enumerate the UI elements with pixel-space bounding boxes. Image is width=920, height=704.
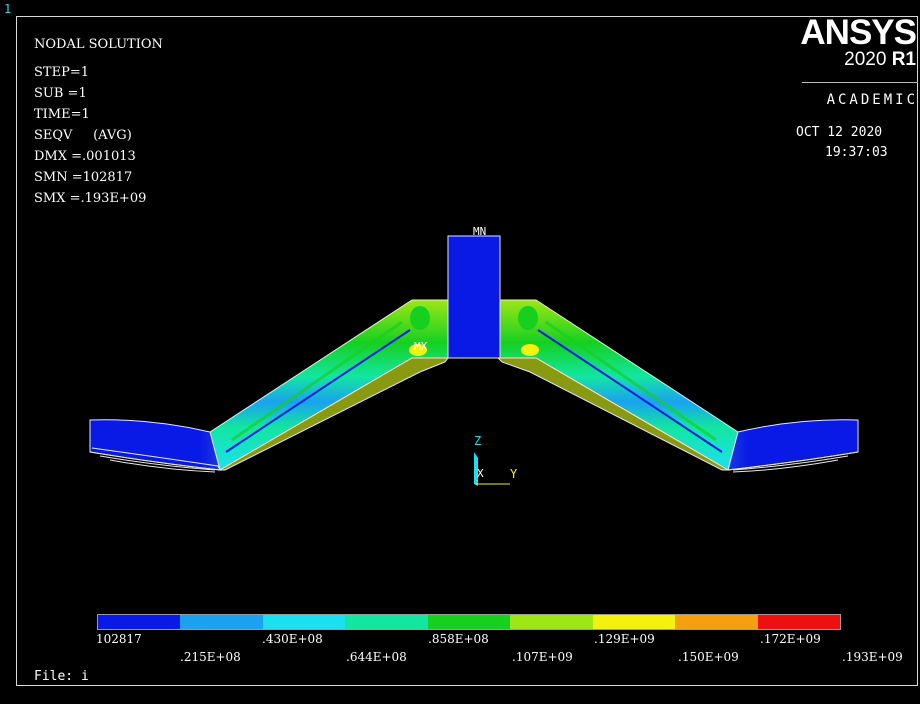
legend-swatch-2 — [262, 615, 346, 629]
legend-swatch-8 — [757, 615, 840, 629]
plot-border — [16, 16, 918, 686]
triad-y-label: Y — [510, 467, 518, 481]
info-time: TIME=1 — [34, 107, 90, 122]
legend-tick-bottom-3: .150E+09 — [678, 650, 739, 664]
legend-tick-bottom-0: .215E+08 — [180, 650, 241, 664]
brand-version: 2020 R1 — [796, 50, 916, 70]
center-hub — [447, 235, 501, 359]
legend-swatch-0 — [98, 615, 181, 629]
legend-tick-bottom-1: .644E+08 — [346, 650, 407, 664]
legend-swatch-3 — [345, 615, 428, 629]
window-number: 1 — [4, 2, 12, 16]
left-foot-pad — [89, 419, 221, 473]
legend-swatch-4 — [427, 615, 511, 629]
info-sub: SUB =1 — [34, 86, 87, 101]
max-label: MX — [414, 340, 428, 353]
legend-tick-top-3: .129E+09 — [594, 632, 655, 646]
info-smx: SMX =.193E+09 — [34, 191, 147, 206]
legend-swatch-6 — [592, 615, 676, 629]
legend-tick-top-4: .172E+09 — [760, 632, 821, 646]
file-label: File: i — [34, 669, 89, 684]
plot-title: NODAL SOLUTION — [34, 37, 163, 52]
plot-date: OCT 12 2020 — [796, 125, 883, 140]
brand-version-release: R1 — [891, 49, 916, 70]
right-foot-pad — [727, 419, 859, 473]
coordinate-triad — [474, 452, 510, 486]
legend-tick-top-0: 102817 — [96, 632, 142, 646]
info-step: STEP=1 — [34, 65, 89, 80]
triad-x-label: X — [477, 467, 484, 480]
contour-legend — [97, 614, 841, 630]
triad-z-label: Z — [474, 434, 482, 448]
legend-tick-bottom-2: .107E+09 — [512, 650, 573, 664]
legend-tick-top-2: .858E+08 — [428, 632, 489, 646]
right-arm — [496, 299, 739, 471]
brand-version-year: 2020 — [844, 49, 887, 70]
ansys-logo: ANSYS 2020 R1 — [796, 13, 917, 70]
legend-tick-top-1: .430E+08 — [262, 632, 323, 646]
plot-time: 19:37:03 — [825, 145, 888, 160]
info-smn: SMN =102817 — [34, 170, 133, 185]
brand-divider — [802, 82, 918, 83]
legend-swatch-7 — [675, 615, 758, 629]
left-arm — [209, 299, 449, 471]
info-result-type: SEQV (AVG) — [34, 128, 132, 143]
legend-swatch-5 — [510, 615, 593, 629]
brand-name: ANSYS — [800, 13, 917, 52]
legend-swatch-1 — [180, 615, 263, 629]
brand-edition: ACADEMIC — [826, 92, 918, 108]
min-label: MN — [473, 225, 487, 238]
legend-tick-bottom-4: .193E+09 — [842, 650, 903, 664]
info-dmx: DMX =.001013 — [34, 149, 136, 164]
